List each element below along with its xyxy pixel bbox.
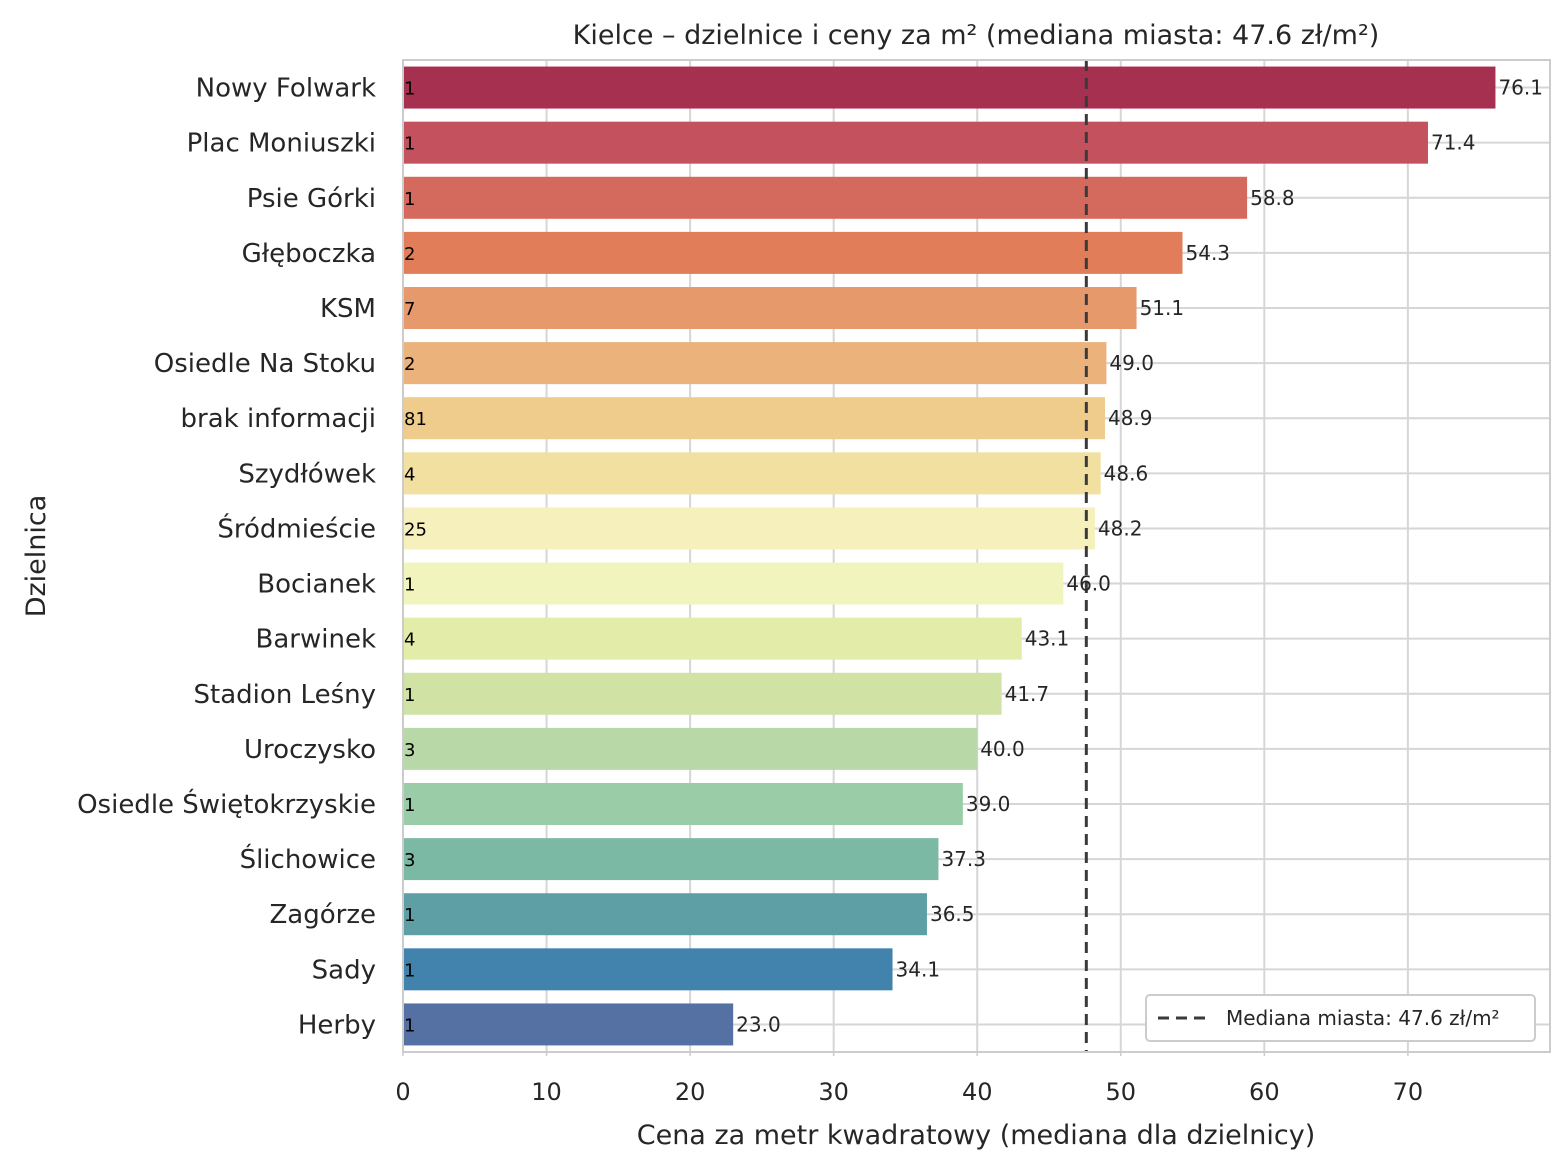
count-label: 3 xyxy=(404,740,415,761)
category-label: Sady xyxy=(312,955,376,985)
category-label: Zagórze xyxy=(270,900,377,930)
value-label: 36.5 xyxy=(930,902,975,926)
value-label: 49.0 xyxy=(1109,351,1154,375)
count-label: 2 xyxy=(404,244,415,265)
category-label: Śródmieście xyxy=(217,512,376,544)
category-label: Psie Górki xyxy=(247,184,376,214)
bar xyxy=(403,507,1095,550)
value-label: 46.0 xyxy=(1066,572,1111,596)
count-label: 1 xyxy=(404,685,415,706)
x-tick-label: 60 xyxy=(1249,1078,1280,1106)
count-label: 7 xyxy=(404,299,415,320)
count-label: 25 xyxy=(404,519,427,540)
count-label: 1 xyxy=(404,905,415,926)
x-tick-label: 0 xyxy=(395,1078,410,1106)
value-label: 54.3 xyxy=(1186,241,1231,265)
category-label: Głęboczka xyxy=(242,239,376,269)
value-label: 48.9 xyxy=(1108,406,1153,430)
value-label: 71.4 xyxy=(1431,131,1476,155)
category-label: Uroczysko xyxy=(244,735,376,765)
x-tick-label: 20 xyxy=(675,1078,706,1106)
category-label: Bocianek xyxy=(257,570,376,600)
value-label: 40.0 xyxy=(980,737,1025,761)
value-label: 76.1 xyxy=(1498,76,1543,100)
value-label: 48.2 xyxy=(1098,516,1143,540)
bar xyxy=(403,838,939,881)
chart-title: Kielce – dzielnice i ceny za m² (mediana… xyxy=(573,20,1380,51)
category-label: Osiedle Na Stoku xyxy=(154,349,376,379)
x-tick-label: 40 xyxy=(962,1078,993,1106)
legend: Mediana miasta: 47.6 zł/m² xyxy=(1145,994,1536,1042)
category-label: Plac Moniuszki xyxy=(187,129,376,159)
bar xyxy=(403,121,1428,164)
count-label: 1 xyxy=(404,134,415,155)
category-label: Szydłówek xyxy=(238,459,376,489)
count-label: 1 xyxy=(404,1015,415,1036)
category-label: KSM xyxy=(320,294,376,324)
category-label: Stadion Leśny xyxy=(194,680,376,710)
value-label: 43.1 xyxy=(1025,627,1070,651)
value-label: 37.3 xyxy=(941,847,986,871)
bar xyxy=(403,342,1107,385)
bar xyxy=(403,783,963,825)
x-axis-label: Cena za metr kwadratowy (mediana dla dzi… xyxy=(637,1120,1316,1151)
count-label: 4 xyxy=(404,464,415,485)
y-axis-label: Dzielnica xyxy=(21,495,52,618)
bar-labels: 76.1 1 71.4 1 58.8 1 54.3 2 51.1 7 49.0 2 48.9 81 48.6… xyxy=(404,76,1543,1037)
value-label: 41.7 xyxy=(1005,682,1050,706)
bar xyxy=(403,893,927,936)
count-label: 1 xyxy=(404,795,415,816)
count-label: 1 xyxy=(404,960,415,981)
bar xyxy=(403,948,893,991)
value-label: 34.1 xyxy=(896,957,941,981)
legend-box xyxy=(1145,994,1536,1042)
bar xyxy=(403,727,978,770)
count-label: 81 xyxy=(404,409,427,430)
bar xyxy=(403,397,1105,440)
bar xyxy=(403,231,1183,274)
x-tick-label: 70 xyxy=(1393,1078,1424,1106)
bars xyxy=(403,66,1496,1046)
category-label: Ślichowice xyxy=(240,843,376,875)
bar xyxy=(403,1003,734,1046)
value-label: 39.0 xyxy=(966,792,1011,816)
bar xyxy=(403,562,1064,605)
count-label: 1 xyxy=(404,575,415,596)
category-label: Barwinek xyxy=(256,625,376,655)
x-tick-label: 50 xyxy=(1105,1078,1136,1106)
bar xyxy=(403,176,1248,219)
value-label: 23.0 xyxy=(736,1012,781,1036)
category-label: Herby xyxy=(298,1010,376,1040)
bar xyxy=(403,287,1137,329)
count-label: 1 xyxy=(404,79,415,100)
x-tick-label: 30 xyxy=(818,1078,849,1106)
bar xyxy=(403,617,1022,660)
bar xyxy=(403,66,1496,109)
y-tick-labels: Nowy Folwark Plac Moniuszki Psie Górki Głęb… xyxy=(77,74,376,1041)
bar xyxy=(403,452,1101,495)
value-label: 51.1 xyxy=(1140,296,1185,320)
x-tick-labels: 0 10 20 30 40 50 60 70 xyxy=(395,1078,1423,1106)
x-tick-label: 10 xyxy=(531,1078,562,1106)
category-label: Osiedle Świętokrzyskie xyxy=(77,788,376,820)
plot-frame xyxy=(402,59,1551,1053)
value-label: 58.8 xyxy=(1250,186,1295,210)
bar xyxy=(403,672,1002,715)
value-label: 48.6 xyxy=(1104,461,1149,485)
legend-median-label: Mediana miasta: 47.6 zł/m² xyxy=(1226,1006,1500,1030)
count-label: 4 xyxy=(404,630,415,651)
category-label: Nowy Folwark xyxy=(196,74,376,104)
count-label: 3 xyxy=(404,850,415,871)
category-label: brak informacji xyxy=(181,404,376,434)
count-label: 1 xyxy=(404,189,415,210)
count-label: 2 xyxy=(404,354,415,375)
